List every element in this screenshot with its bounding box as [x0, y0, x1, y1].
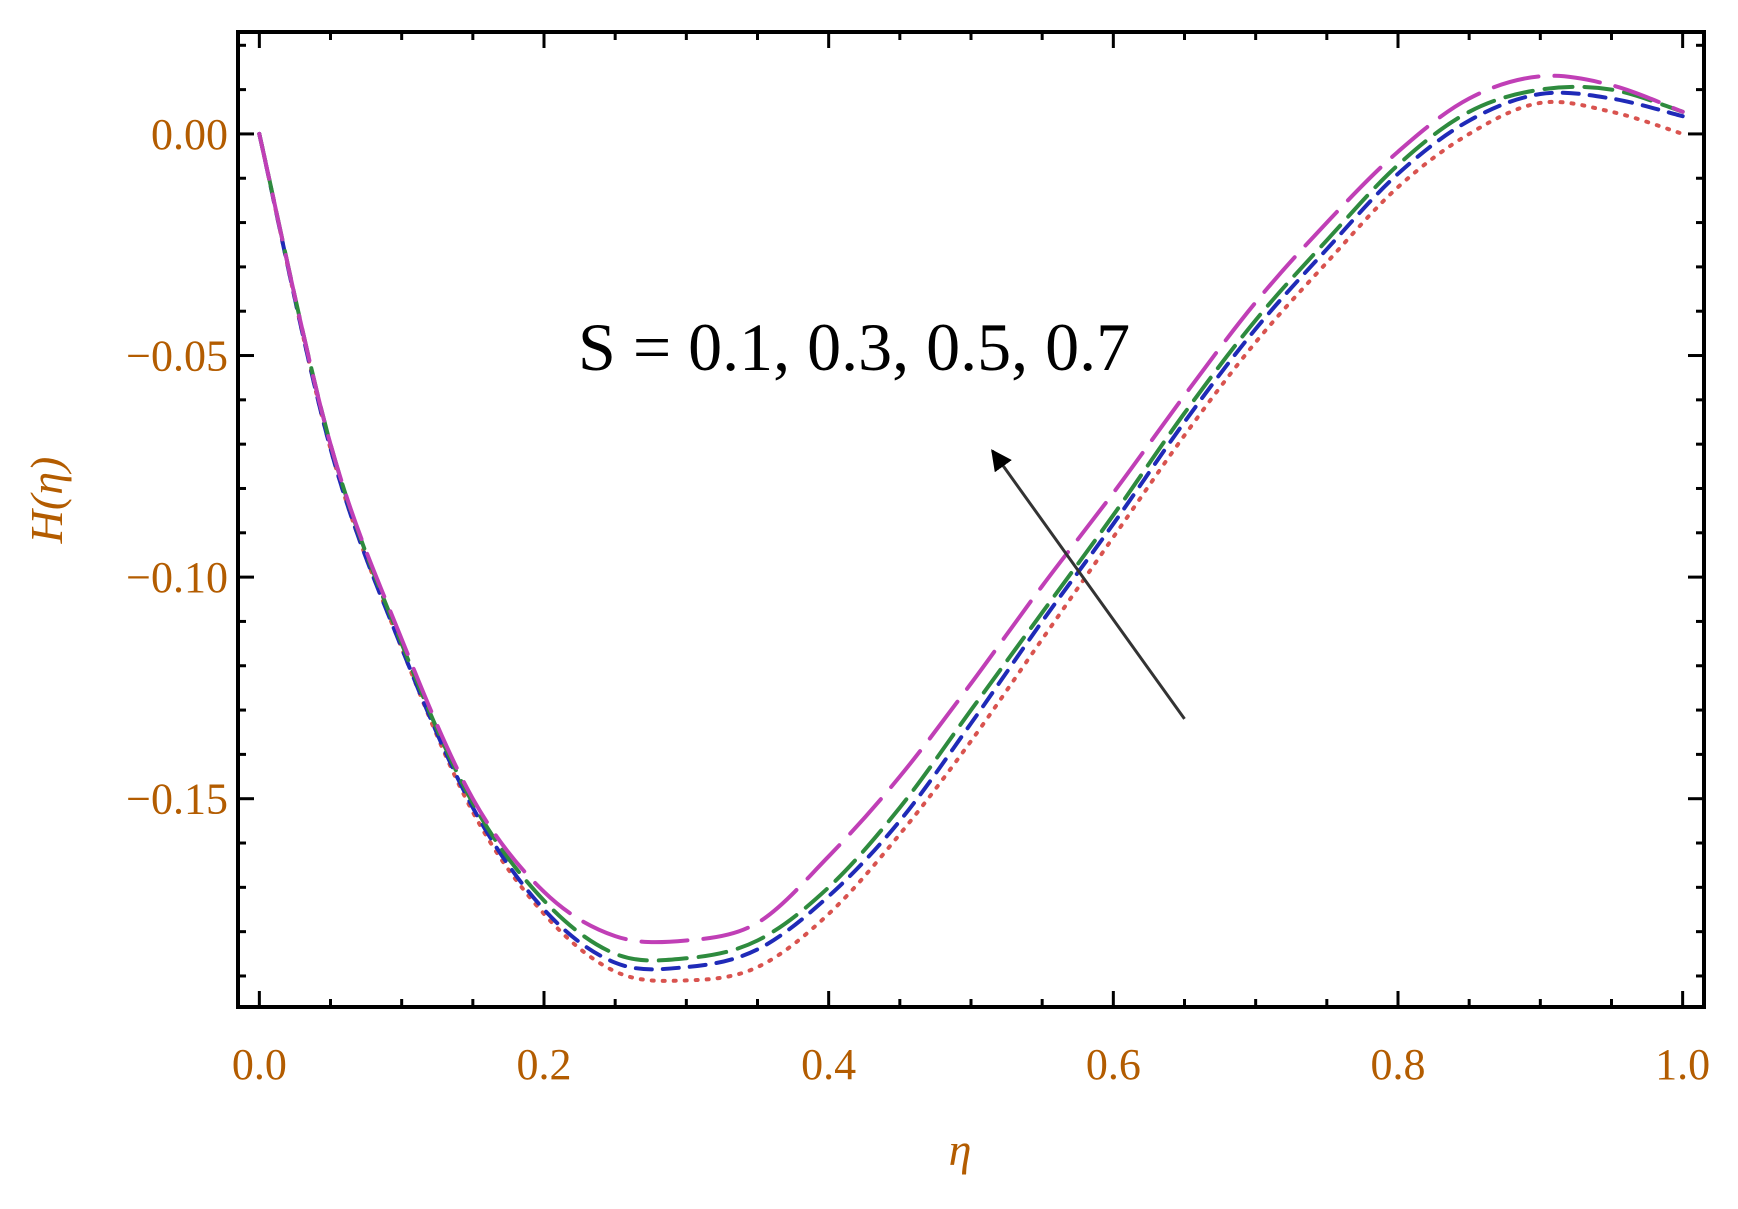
x-tick-label: 0.0: [232, 1040, 287, 1089]
y-tick-label: −0.10: [126, 553, 228, 602]
x-tick-label: 0.4: [801, 1040, 856, 1089]
x-tick-label: 0.8: [1370, 1040, 1425, 1089]
series-layer: [257, 73, 1685, 983]
annotation-text: S = 0.1, 0.3, 0.5, 0.7: [578, 309, 1130, 385]
series-line-3: [257, 84, 1685, 963]
x-axis-title: η: [949, 1124, 972, 1175]
y-tick-label: −0.15: [126, 775, 228, 824]
series-line-4: [257, 73, 1685, 945]
annotation-arrow: [991, 449, 1186, 720]
x-tick-label: 1.0: [1655, 1040, 1710, 1089]
series-line-1: [257, 99, 1685, 983]
annotation-layer: S = 0.1, 0.3, 0.5, 0.7: [578, 309, 1186, 720]
x-tick-label: 0.2: [517, 1040, 572, 1089]
x-tick-label: 0.6: [1086, 1040, 1141, 1089]
y-tick-label: −0.05: [126, 332, 228, 381]
y-axis-title: H(η): [21, 457, 72, 545]
plot-frame: [236, 30, 1706, 1009]
y-tick-label: 0.00: [151, 110, 228, 159]
tick-layer: 0.0 0.2 0.4 0.6 0.8 1.0 0.00 −0.05 −0.10 −0.15: [126, 32, 1710, 1089]
series-line-2: [257, 90, 1685, 972]
